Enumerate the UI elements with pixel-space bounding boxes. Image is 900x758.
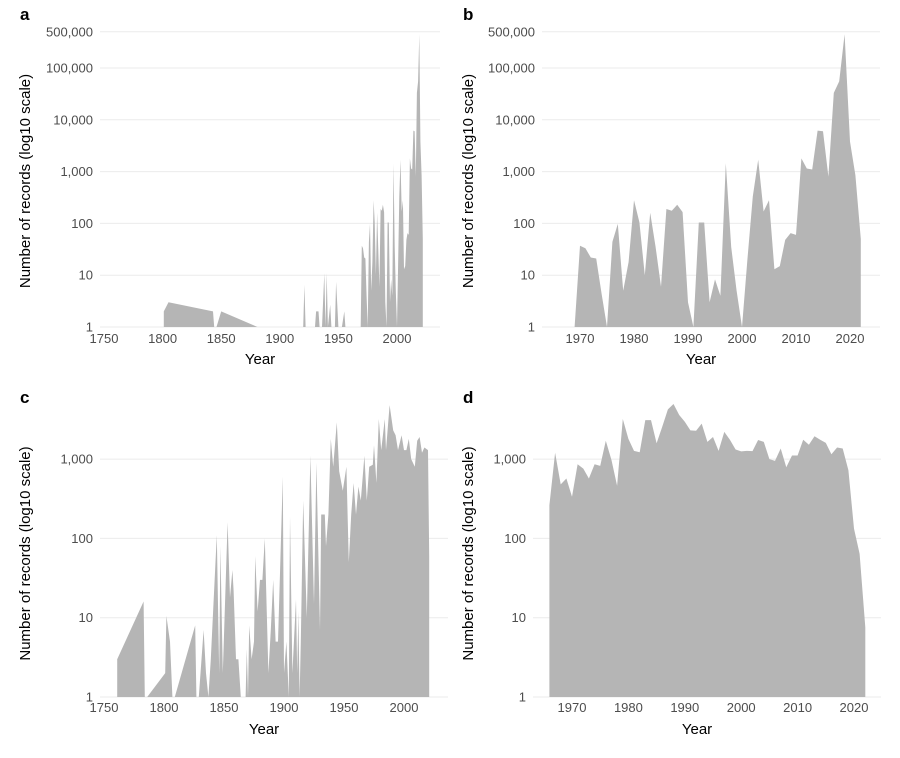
x-tick-label: 1970	[558, 700, 587, 715]
panel-label: d	[463, 388, 473, 407]
y-tick-label: 500,000	[488, 24, 535, 39]
x-tick-label: 1900	[270, 700, 299, 715]
y-tick-label: 10	[79, 268, 93, 283]
x-tick-label: 1990	[670, 700, 699, 715]
y-axis-title: Number of records (log10 scale)	[460, 74, 477, 288]
y-tick-label: 1,000	[60, 164, 93, 179]
y-tick-label: 1	[528, 320, 535, 335]
panel-b: 1 10 100 1,000 10,000 100,000 500,000 1970 1980 1…	[460, 5, 880, 368]
x-tick-label: 1980	[614, 700, 643, 715]
x-tick-label: 2000	[383, 331, 412, 346]
x-tick-label: 1970	[566, 331, 595, 346]
y-tick-label: 500,000	[46, 24, 93, 39]
y-tick-label: 1	[86, 690, 93, 705]
y-tick-label: 100	[71, 531, 93, 546]
y-tick-label: 1	[519, 690, 526, 705]
y-tick-label: 10,000	[53, 112, 93, 127]
y-tick-label: 10,000	[495, 112, 535, 127]
y-tick-label: 1,000	[60, 452, 93, 467]
area-series	[549, 404, 866, 697]
x-tick-label: 1950	[324, 331, 353, 346]
y-axis-title: Number of records (log10 scale)	[460, 446, 477, 660]
y-tick-label: 100	[504, 531, 526, 546]
panel-d: 1 10 100 1,000 1970 1980 1990 2000 2010 2020 Year N…	[460, 388, 881, 738]
y-tick-label: 100,000	[488, 61, 535, 76]
x-tick-label: 1750	[90, 331, 119, 346]
panel-c: 1 10 100 1,000 1750 1800 1850 1900 1950 2000 Year N…	[17, 388, 448, 738]
x-tick-label: 1850	[207, 331, 236, 346]
y-axis-title: Number of records (log10 scale)	[17, 446, 34, 660]
x-tick-label: 2000	[728, 331, 757, 346]
y-tick-label: 100,000	[46, 61, 93, 76]
y-tick-label: 10	[512, 610, 526, 625]
x-axis-title: Year	[245, 351, 275, 368]
x-tick-label: 1990	[674, 331, 703, 346]
y-tick-label: 1,000	[502, 164, 535, 179]
panel-label: b	[463, 5, 473, 24]
x-tick-label: 1950	[330, 700, 359, 715]
x-axis-title: Year	[686, 351, 716, 368]
panel-label: a	[20, 5, 30, 24]
x-tick-label: 1800	[148, 331, 177, 346]
x-tick-label: 1900	[265, 331, 294, 346]
x-tick-label: 2020	[840, 700, 869, 715]
x-tick-label: 2000	[390, 700, 419, 715]
x-tick-label: 2020	[836, 331, 865, 346]
x-tick-label: 2000	[727, 700, 756, 715]
y-axis-title: Number of records (log10 scale)	[17, 74, 34, 288]
x-axis-title: Year	[249, 721, 279, 738]
y-tick-label: 10	[79, 610, 93, 625]
x-tick-label: 2010	[783, 700, 812, 715]
area-series	[117, 405, 430, 697]
area-series	[574, 34, 861, 327]
x-tick-label: 1980	[620, 331, 649, 346]
y-tick-label: 100	[71, 216, 93, 231]
panel-a: 1 10 100 1,000 10,000 100,000 500,000 1750 1800 1…	[17, 5, 440, 368]
y-tick-label: 1	[86, 320, 93, 335]
x-tick-label: 2010	[782, 331, 811, 346]
x-tick-label: 1800	[150, 700, 179, 715]
area-series	[163, 34, 423, 327]
y-tick-label: 100	[513, 216, 535, 231]
panel-label: c	[20, 388, 29, 407]
y-tick-label: 10	[521, 268, 535, 283]
y-tick-label: 1,000	[493, 452, 526, 467]
x-tick-label: 1850	[210, 700, 239, 715]
x-tick-label: 1750	[90, 700, 119, 715]
x-axis-title: Year	[682, 721, 712, 738]
